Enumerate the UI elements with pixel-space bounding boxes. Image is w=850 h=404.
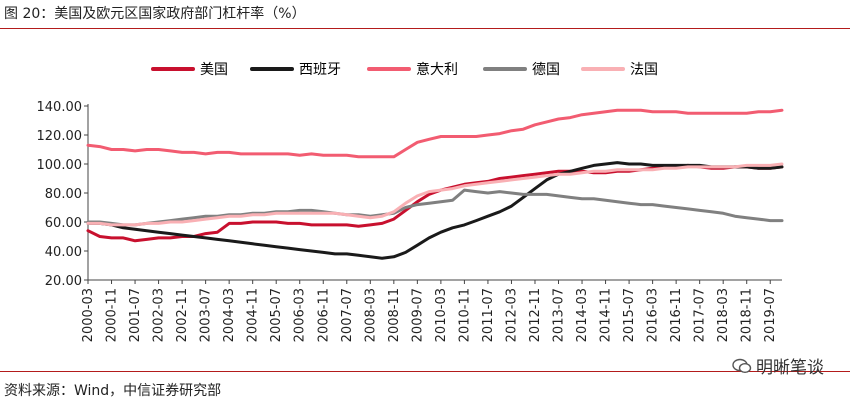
x-tick-label: 2018-11	[740, 288, 755, 342]
x-tick-label: 2004-11	[246, 288, 261, 342]
series-line-3	[86, 188, 784, 227]
x-tick-label: 2012-03	[504, 288, 519, 342]
series-line-4	[86, 162, 784, 227]
x-tick-label: 2008-03	[363, 288, 378, 342]
y-tick-label: 60.00	[45, 216, 82, 231]
legend-label-1: 西班牙	[299, 62, 341, 78]
source-note: 资料来源：Wind，中信证券研究部	[4, 383, 222, 399]
y-tick-label: 80.00	[45, 187, 82, 202]
x-tick-label: 2005-07	[269, 288, 284, 342]
watermark-text: 明晰笔谈	[756, 358, 824, 378]
x-tick-label: 2016-03	[646, 288, 661, 342]
x-tick-label: 2013-07	[552, 288, 567, 342]
wechat-icon	[732, 358, 752, 373]
legend-label-3: 德国	[532, 62, 560, 78]
legend-label-2: 意大利	[416, 61, 458, 78]
figure-title: 图 20：美国及欧元区国家政府部门杠杆率（%）	[4, 6, 306, 22]
series-line-1	[86, 161, 784, 260]
x-tick-label: 2010-03	[434, 288, 449, 342]
legend-label-0: 美国	[200, 62, 228, 78]
watermark: 明晰笔谈	[732, 353, 824, 378]
y-tick-label: 40.00	[45, 245, 82, 260]
x-tick-label: 2008-11	[387, 288, 402, 342]
x-tick-label: 2002-11	[175, 288, 190, 342]
x-tick-label: 2003-07	[199, 288, 214, 342]
y-tick-label: 20.00	[45, 274, 82, 289]
x-tick-label: 2009-07	[410, 288, 425, 342]
y-axis: 20.00 40.00 60.00 80.00 100.00 120.00 140.00	[37, 100, 89, 289]
x-tick-label: 2006-11	[316, 288, 331, 342]
x-tick-label: 2001-07	[128, 288, 143, 342]
x-tick-label: 2019-07	[763, 288, 778, 342]
x-axis: 2000-03 2000-11 2001-07 2002-03 2002-11 2003-…	[81, 279, 782, 342]
x-tick-label: 2015-07	[622, 288, 637, 342]
x-tick-label: 2006-03	[293, 288, 308, 342]
x-tick-label: 2011-07	[481, 288, 496, 342]
source-divider	[0, 371, 850, 372]
series-layer	[86, 108, 784, 260]
x-tick-label: 2010-11	[457, 288, 472, 342]
legend-label-4: 法国	[630, 62, 658, 78]
x-tick-label: 2000-03	[81, 288, 96, 342]
title-divider	[0, 28, 850, 29]
x-tick-label: 2014-11	[599, 288, 614, 342]
x-tick-label: 2014-03	[575, 288, 590, 342]
x-tick-label: 2004-03	[222, 288, 237, 342]
y-tick-label: 120.00	[37, 129, 83, 144]
y-tick-label: 140.00	[37, 100, 83, 115]
chart-legend: 美国 西班牙 意大利 德国 法国	[151, 61, 658, 78]
x-tick-label: 2007-07	[340, 288, 355, 342]
series-line-2	[86, 108, 784, 159]
x-tick-label: 2018-03	[716, 288, 731, 342]
x-tick-label: 2002-03	[152, 288, 167, 342]
x-tick-label: 2017-07	[693, 288, 708, 342]
y-tick-label: 100.00	[37, 158, 83, 173]
x-tick-label: 2000-11	[105, 288, 120, 342]
x-tick-label: 2016-11	[669, 288, 684, 342]
x-tick-label: 2012-11	[528, 288, 543, 342]
